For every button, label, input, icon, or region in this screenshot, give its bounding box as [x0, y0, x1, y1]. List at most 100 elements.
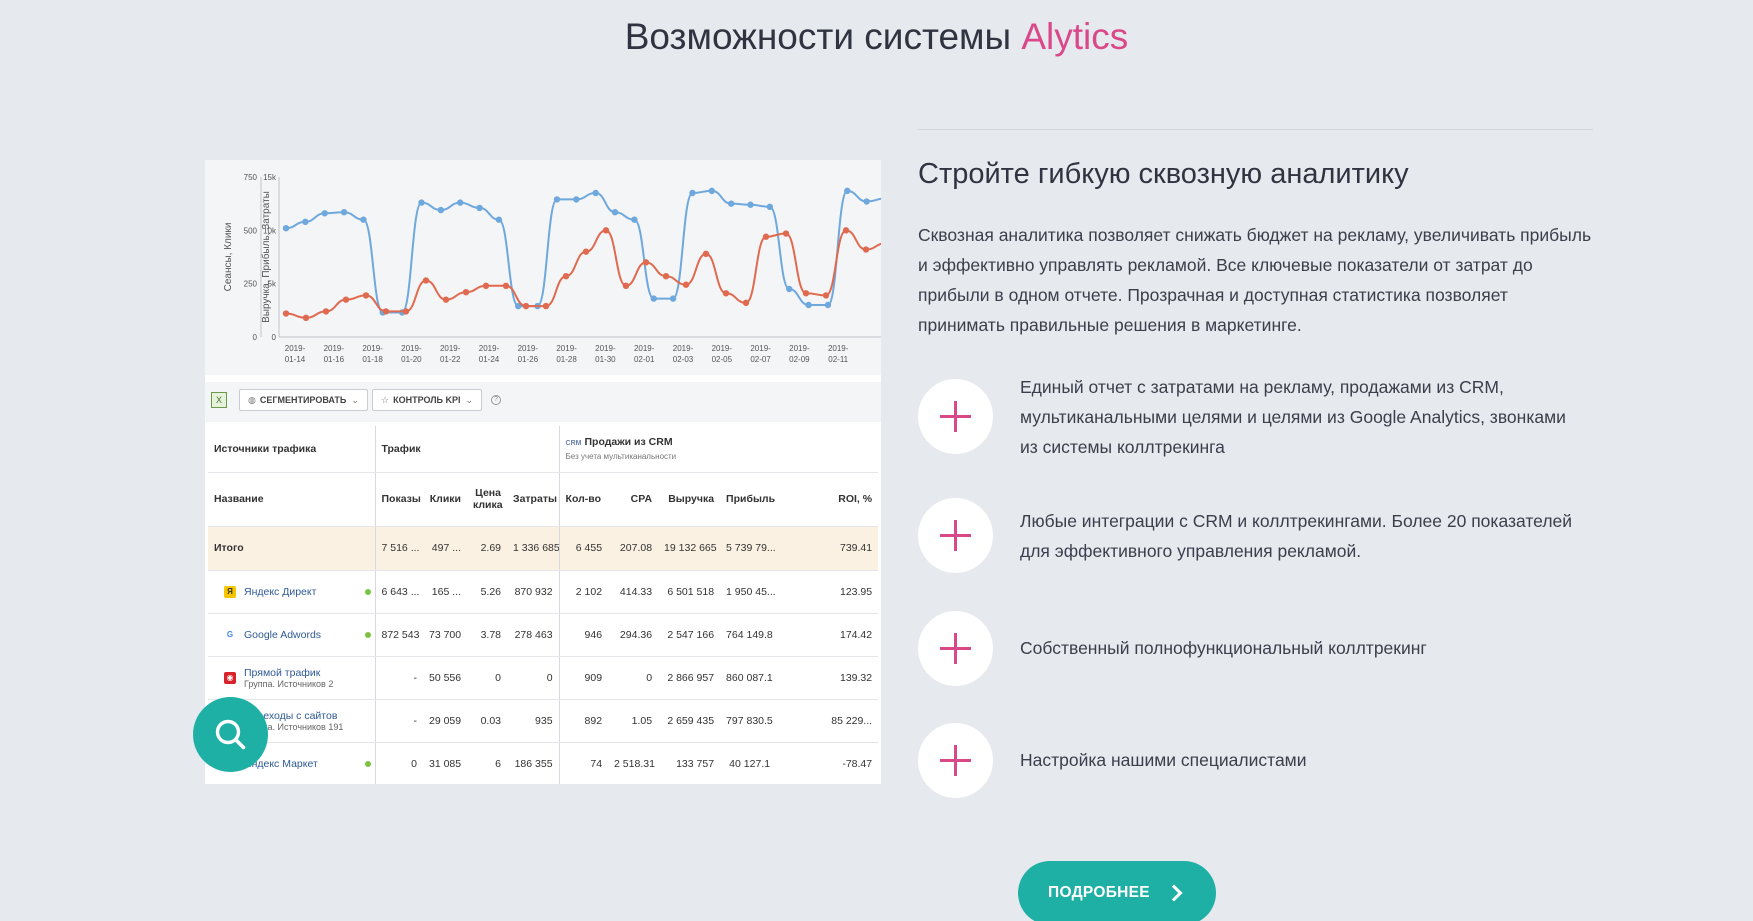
col-roi[interactable]: ROI, % — [776, 472, 879, 527]
x-tick-label: 01-28 — [556, 355, 577, 364]
more-button-label: ПОДРОБНЕЕ — [1048, 884, 1150, 901]
series-point-2 — [762, 233, 770, 240]
x-tick-label: 2019- — [324, 344, 345, 353]
total-shows: 7 516 ... — [375, 526, 423, 571]
feature-text: Собственный полнофункциональный коллтрек… — [1020, 638, 1427, 658]
series-point-2 — [322, 308, 330, 315]
segment-button[interactable]: ◍ СЕГМЕНТИРОВАТЬ ⌄ — [239, 389, 368, 411]
series-point-2 — [282, 310, 290, 317]
star-icon: ☆ — [381, 395, 390, 405]
brand-name: Alytics — [1021, 16, 1129, 57]
total-cpc: 2.69 — [467, 526, 507, 571]
report-toolbar: X ◍ СЕГМЕНТИРОВАТЬ ⌄ ☆ КОНТРОЛЬ KPI ⌄ ? — [205, 382, 881, 422]
x-tick-label: 2019- — [440, 344, 461, 353]
col-profit[interactable]: Прибыль — [720, 472, 777, 527]
cell-profit: 1 950 45... — [720, 570, 777, 614]
x-tick-label: 2019- — [479, 344, 500, 353]
source-name[interactable]: Яндекс Директ — [244, 585, 317, 598]
x-tick-label: 01-26 — [518, 355, 539, 364]
help-icon[interactable]: ? — [491, 395, 501, 405]
cell-roi: 123.95 — [776, 570, 879, 614]
col-cost[interactable]: Затраты — [507, 472, 560, 527]
series-point-2 — [362, 292, 370, 299]
plus-icon[interactable] — [918, 611, 993, 686]
plus-icon[interactable] — [918, 498, 993, 573]
series-point-1 — [515, 302, 522, 310]
total-profit: 5 739 79... — [720, 526, 777, 571]
y-tick-right: 0 — [272, 333, 277, 342]
group-crm-sub: Без учета мультиканальности — [565, 452, 677, 462]
cell-profit: 860 087.1 — [720, 656, 777, 700]
source-name[interactable]: Google Adwords — [244, 628, 322, 641]
x-tick-label: 02-05 — [712, 355, 733, 364]
cell-count: 946 — [559, 613, 609, 657]
source-name[interactable]: Яндекс Маркет — [244, 757, 318, 770]
cell-shows: - — [375, 699, 423, 743]
cell-clicks: 165 ... — [423, 570, 467, 614]
series-point-2 — [662, 273, 670, 280]
cell-cpa: 2 518.31 — [608, 742, 659, 784]
cell-shows: - — [375, 656, 423, 700]
y-axis-label-right: Выручка, Прибыль, Затраты — [260, 191, 272, 323]
y-tick-left: 750 — [244, 173, 258, 182]
col-revenue[interactable]: Выручка — [658, 472, 721, 527]
col-clicks[interactable]: Клики — [423, 472, 467, 527]
status-dot — [364, 760, 371, 767]
cell-cpc: 0.03 — [467, 699, 507, 743]
cell-revenue: 6 501 518 — [658, 570, 721, 614]
series-point-1 — [476, 204, 483, 212]
total-clicks: 497 ... — [423, 526, 467, 571]
total-name: Итого — [208, 526, 376, 571]
plus-icon[interactable] — [918, 379, 993, 454]
series-point-2 — [802, 290, 810, 297]
source-cell[interactable]: ◉ Прямой трафик Группа. Источников 2 — [208, 656, 376, 700]
cell-clicks: 31 085 — [423, 742, 467, 784]
series-point-1 — [495, 216, 503, 223]
x-tick-label: 01-14 — [285, 355, 306, 364]
col-name[interactable]: Название — [208, 472, 376, 527]
cell-cpc: 6 — [467, 742, 507, 784]
plus-icon[interactable] — [918, 723, 993, 798]
col-cpc[interactable]: Цена клика — [467, 472, 507, 527]
col-cpa[interactable]: CPA — [608, 472, 659, 527]
series-point-2 — [842, 227, 850, 234]
col-count[interactable]: Кол-во — [559, 472, 609, 527]
table-row[interactable]: МЯндекс Маркет 0 31 085 6 186 355 74 2 5… — [208, 742, 879, 784]
kpi-button[interactable]: ☆ КОНТРОЛЬ KPI ⌄ — [372, 389, 483, 411]
source-name[interactable]: Переходы с сайтов — [244, 709, 338, 722]
status-dot — [364, 631, 371, 638]
series-line-2 — [285, 229, 881, 319]
series-point-2 — [682, 281, 690, 288]
cell-cpa: 294.36 — [608, 613, 659, 657]
cell-cpa: 1.05 — [608, 699, 659, 743]
col-cpc-line2: клика — [473, 499, 503, 511]
x-tick-label: 2019- — [673, 344, 694, 353]
x-tick-label: 2019- — [556, 344, 577, 353]
x-tick-label: 2019- — [750, 344, 771, 353]
source-name[interactable]: Прямой трафик — [244, 666, 321, 679]
table-row[interactable]: G Google Adwords 872 543 73 700 3.78 278 … — [208, 613, 879, 657]
cell-cpa: 0 — [608, 656, 659, 700]
source-cell[interactable]: G Google Adwords — [208, 613, 376, 657]
table-row[interactable]: Я Яндекс Директ 6 643 ... 165 ... 5.26 87… — [208, 570, 879, 614]
table-group-header: Источники трафика Трафик CRM Продажи из C… — [208, 426, 879, 473]
series-point-2 — [702, 250, 710, 257]
total-cost: 1 336 685 — [507, 526, 560, 571]
series-point-2 — [522, 302, 530, 310]
table-row[interactable]: ◉ Прямой трафик Группа. Источников 2 - 50 … — [208, 656, 879, 700]
search-button[interactable] — [193, 697, 268, 772]
col-shows[interactable]: Показы — [375, 472, 423, 527]
series-point-1 — [282, 225, 290, 232]
crm-tag: CRM — [565, 440, 582, 448]
more-button[interactable]: ПОДРОБНЕЕ — [1018, 861, 1216, 921]
y-axis-label-left: Сеансы, Клики — [223, 223, 234, 292]
page-title-text: Возможности системы — [624, 16, 1012, 57]
cell-roi: 85 229... — [776, 699, 879, 743]
excel-export-icon[interactable]: X — [211, 392, 227, 408]
source-cell[interactable]: Я Яндекс Директ — [208, 570, 376, 614]
y-tick-left: 250 — [244, 280, 258, 289]
chevron-right-icon — [1165, 884, 1183, 902]
x-tick-label: 2019- — [789, 344, 810, 353]
cell-profit: 797 830.5 — [720, 699, 777, 743]
